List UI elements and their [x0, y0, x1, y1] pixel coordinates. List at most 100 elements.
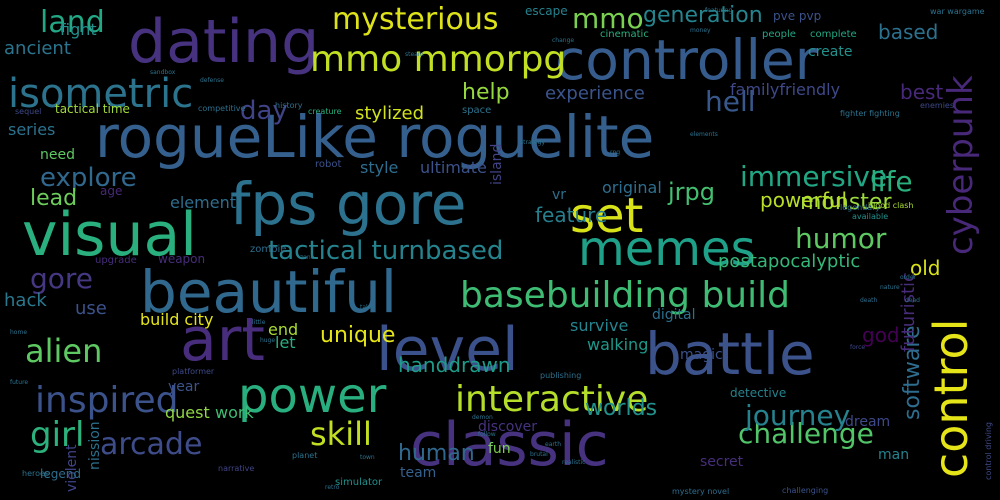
word: space [462, 105, 492, 116]
word: interactive [455, 379, 649, 420]
word: gore [30, 262, 94, 295]
word: control [924, 318, 978, 478]
word: powerful [760, 188, 848, 212]
word: brutal [530, 451, 548, 458]
word: old [910, 256, 941, 280]
word: fps gore [230, 170, 467, 238]
word: level [376, 315, 519, 385]
word: death [860, 297, 878, 304]
word: available [852, 212, 889, 221]
word: sandbox [150, 69, 176, 76]
word: create [808, 44, 853, 60]
word: build city [140, 310, 214, 329]
word: worlds [585, 396, 658, 421]
word: change [552, 37, 575, 44]
word: power [238, 368, 387, 424]
word: earth [545, 441, 561, 448]
word: unique [320, 323, 396, 348]
word: god [862, 323, 900, 347]
word: escape [525, 4, 568, 18]
word: tale [360, 304, 372, 311]
word: competitive [198, 104, 246, 113]
word: survive [570, 316, 629, 335]
word: memes [578, 221, 756, 277]
word: future [10, 379, 29, 386]
word: need [40, 147, 75, 163]
word: explore [40, 163, 137, 193]
word: mystery novel [672, 487, 730, 496]
word: dream [845, 414, 891, 430]
word: style [360, 158, 399, 177]
word: planet [292, 451, 318, 460]
word: dead [905, 297, 920, 304]
word: detective [730, 386, 787, 400]
word: ultimate [420, 158, 487, 177]
word: legendary [840, 203, 881, 212]
word: original [602, 178, 662, 197]
word: art [180, 305, 265, 375]
word: stylized [355, 103, 425, 124]
word: inspired [35, 380, 179, 421]
word: hell [705, 85, 756, 118]
word: fun [488, 441, 511, 457]
word: beautiful [140, 258, 397, 326]
word: fighter fighting [840, 109, 900, 118]
word: battle [645, 320, 815, 388]
word: help [462, 80, 510, 105]
word: war wargame [930, 7, 985, 16]
word: man [878, 447, 910, 463]
word: nission [87, 421, 103, 470]
word: force [850, 344, 866, 351]
word: jrpg [668, 178, 716, 206]
word: sequel [15, 107, 42, 116]
word: use [75, 298, 107, 319]
word: series [8, 120, 56, 139]
word: alien [25, 332, 103, 370]
word: enemies [920, 101, 955, 110]
word: humor [795, 222, 887, 255]
word: zone [300, 254, 315, 261]
word: narrative [218, 464, 255, 473]
word: heroes [22, 469, 50, 478]
word: magic [680, 347, 723, 363]
word: challenge [738, 417, 874, 450]
word: steam [405, 51, 424, 58]
word: land [40, 5, 105, 40]
word: journey [745, 399, 851, 432]
word: walking [587, 335, 649, 354]
word: day [240, 96, 288, 126]
word: team [400, 465, 437, 481]
word: cinematic [600, 29, 649, 40]
word: people [762, 29, 796, 40]
word: mmo [572, 2, 644, 35]
word: robot [315, 159, 342, 170]
word: quest [165, 403, 210, 422]
word: retro [325, 484, 340, 491]
word: featuring [705, 7, 733, 14]
word: order [900, 274, 916, 281]
word: set [570, 188, 644, 244]
word: end [268, 320, 299, 339]
word: let [275, 333, 296, 352]
word: complete [810, 29, 857, 40]
word: nature [880, 284, 900, 291]
word: girl [30, 415, 85, 455]
word: mysterious [332, 2, 499, 37]
word: realistic [562, 459, 586, 466]
word: life [870, 165, 913, 198]
word: visual [22, 200, 197, 270]
word: controller [555, 28, 818, 92]
word: lead [30, 186, 78, 211]
word: work [215, 403, 254, 422]
word: publishing [540, 371, 582, 380]
word: classic [410, 410, 609, 480]
word: upgrade [95, 255, 137, 266]
word: hack [4, 290, 47, 311]
word: human [398, 441, 475, 466]
word: little [252, 319, 266, 326]
word: tactical time [55, 102, 130, 116]
word: isometric [8, 71, 194, 117]
word: town [360, 454, 375, 461]
word: handdrawn [398, 353, 511, 377]
